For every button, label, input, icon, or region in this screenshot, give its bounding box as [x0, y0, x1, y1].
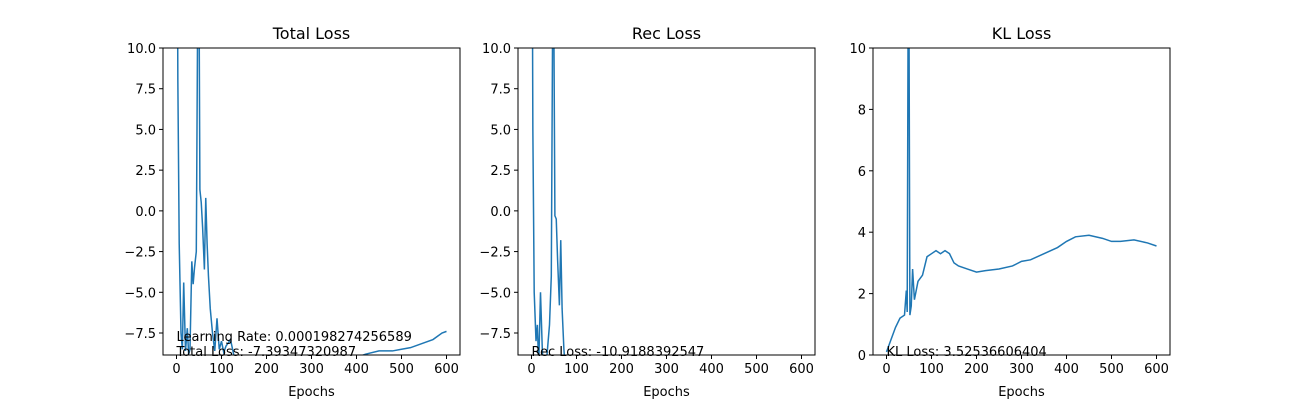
- x-axis-label: Epochs: [643, 385, 690, 400]
- annotation: Learning Rate: 0.000198274256589: [177, 330, 412, 345]
- axes-frame: [162, 47, 461, 356]
- loss-line: [531, 48, 566, 355]
- loss-line: [176, 48, 447, 355]
- x-tick-label: 0: [882, 362, 890, 377]
- axes-frame: [517, 47, 816, 356]
- y-tick-label: 0: [858, 349, 866, 364]
- subplot: Rec Loss Epochs 0 100 200 300 400 500 600 −7.5 −5.…: [479, 24, 816, 400]
- chart-title: Total Loss: [272, 24, 351, 43]
- chart-title: KL Loss: [992, 24, 1052, 43]
- annotation: KL Loss: 3.52536606404: [887, 345, 1047, 360]
- y-tick-label: −5.0: [479, 286, 511, 301]
- loss-line: [885, 48, 1157, 353]
- y-tick-label: 4: [858, 226, 866, 241]
- x-axis-label: Epochs: [288, 385, 335, 400]
- y-tick-label: 10.0: [127, 42, 156, 57]
- y-tick-label: 10: [849, 42, 866, 57]
- y-tick-label: 6: [858, 165, 866, 180]
- x-tick-label: 500: [389, 362, 414, 377]
- y-tick-label: 2.5: [135, 164, 156, 179]
- subplot: KL Loss Epochs 0 100 200 300 400 500 600 0 2 4 6 8 10 K…: [849, 24, 1171, 400]
- y-tick-label: 8: [858, 103, 866, 118]
- subplot: Total Loss Epochs 0 100 200 300 400 500 600 −7.5 −…: [124, 24, 461, 400]
- y-tick-label: 7.5: [135, 83, 156, 98]
- x-tick-label: 100: [209, 362, 234, 377]
- y-tick-label: −7.5: [479, 327, 511, 342]
- x-tick-label: 200: [254, 362, 279, 377]
- y-tick-label: 5.0: [135, 123, 156, 138]
- x-tick-label: 200: [609, 362, 634, 377]
- x-tick-label: 600: [789, 362, 814, 377]
- x-tick-label: 400: [699, 362, 724, 377]
- y-tick-label: 0.0: [490, 205, 511, 220]
- axes-frame: [872, 47, 1171, 356]
- x-tick-label: 400: [1054, 362, 1079, 377]
- x-tick-label: 100: [564, 362, 589, 377]
- x-tick-label: 300: [1009, 362, 1034, 377]
- y-tick-label: 0.0: [135, 205, 156, 220]
- y-tick-label: −7.5: [124, 327, 156, 342]
- x-tick-label: 300: [299, 362, 324, 377]
- y-tick-label: −2.5: [124, 246, 156, 261]
- y-tick-label: 10.0: [482, 42, 511, 57]
- y-tick-label: 2.5: [490, 164, 511, 179]
- x-tick-label: 600: [434, 362, 459, 377]
- x-axis-label: Epochs: [998, 385, 1045, 400]
- annotation: Total Loss: -7.39347320987: [176, 345, 357, 360]
- y-tick-label: 7.5: [490, 83, 511, 98]
- x-tick-label: 400: [344, 362, 369, 377]
- x-tick-label: 500: [744, 362, 769, 377]
- x-tick-label: 0: [172, 362, 180, 377]
- x-tick-label: 100: [919, 362, 944, 377]
- y-tick-label: −5.0: [124, 286, 156, 301]
- x-tick-label: 600: [1144, 362, 1169, 377]
- x-tick-label: 300: [654, 362, 679, 377]
- y-tick-label: −2.5: [479, 246, 511, 261]
- x-tick-label: 200: [964, 362, 989, 377]
- y-tick-label: 2: [858, 288, 866, 303]
- y-tick-label: 5.0: [490, 123, 511, 138]
- chart-title: Rec Loss: [632, 24, 701, 43]
- annotation: Rec Loss: -10.9188392547: [532, 345, 705, 360]
- x-tick-label: 0: [527, 362, 535, 377]
- x-tick-label: 500: [1099, 362, 1124, 377]
